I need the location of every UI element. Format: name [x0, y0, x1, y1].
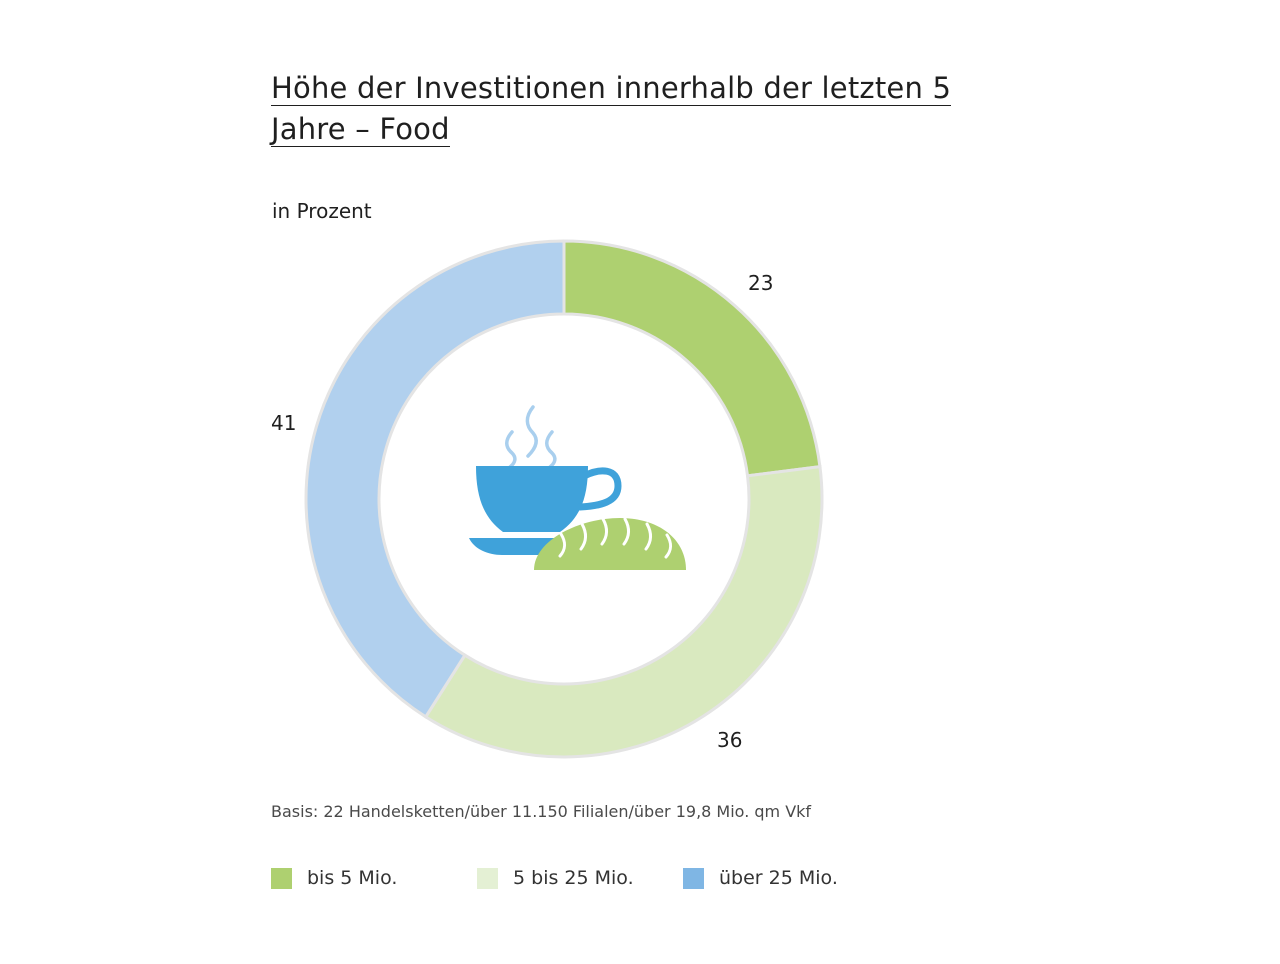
- donut-slice-1: [562, 239, 822, 478]
- data-label-bis-5-mio: 23: [748, 271, 774, 295]
- cup-icon: [476, 466, 588, 532]
- steam-icon: [505, 430, 517, 469]
- legend-label: 5 bis 25 Mio.: [513, 867, 634, 889]
- data-label-ueber-25-mio: 41: [271, 411, 297, 435]
- legend-label: über 25 Mio.: [719, 867, 838, 889]
- legend-swatch: [271, 868, 292, 889]
- coffee-cup-and-bread-icon: [469, 405, 686, 570]
- chart-title: Höhe der Investitionen innerhalb der let…: [271, 71, 952, 147]
- cup-handle-icon: [576, 467, 622, 511]
- data-label-5-bis-25-mio: 36: [717, 728, 743, 752]
- legend-label: bis 5 Mio.: [307, 867, 398, 889]
- bread-score-icon: [664, 533, 673, 559]
- donut-slice-2: [423, 464, 824, 759]
- donut-slice-3: [304, 239, 566, 719]
- bread-score-icon: [558, 532, 567, 558]
- bread-icon: [534, 518, 686, 570]
- legend-swatch: [683, 868, 704, 889]
- legend-swatch: [477, 868, 498, 889]
- bread-score-icon: [600, 517, 609, 546]
- bread-score-icon: [644, 522, 653, 551]
- steam-icon: [525, 405, 538, 458]
- bread-score-icon: [579, 522, 588, 551]
- donut-slices: [304, 239, 824, 759]
- steam-icon: [545, 430, 557, 469]
- unit-label: in Prozent: [272, 199, 372, 223]
- bread-score-icon: [622, 517, 631, 546]
- basis-footnote: Basis: 22 Handelsketten/über 11.150 Fili…: [271, 802, 812, 821]
